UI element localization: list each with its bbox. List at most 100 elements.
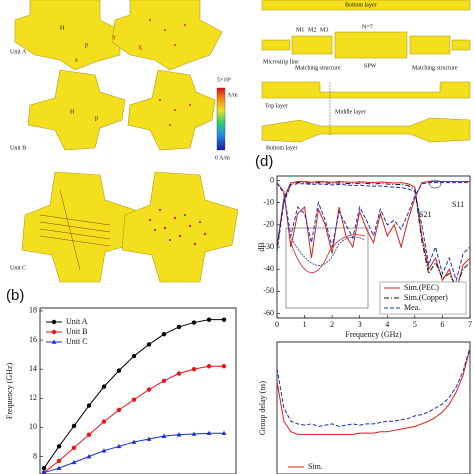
- marker: [146, 387, 152, 392]
- series-line: [43, 365, 224, 473]
- marker: [206, 317, 212, 322]
- legend-marker: [51, 339, 57, 344]
- marker: [131, 353, 137, 359]
- plot-frame: [39, 307, 237, 474]
- marker: [191, 320, 197, 325]
- dim-label: H: [70, 109, 75, 115]
- annotation: S21: [419, 210, 431, 219]
- axis-label: X: [138, 45, 143, 51]
- structure-label: SPW: [364, 63, 377, 69]
- legend-marker: [51, 329, 57, 335]
- series-line: [277, 182, 470, 289]
- marker: [56, 465, 62, 470]
- series-line: [277, 181, 470, 294]
- colorbar-min: 0 A/m: [215, 155, 230, 161]
- marker: [221, 430, 227, 436]
- marker: [71, 445, 77, 450]
- structure-label: M3: [320, 27, 328, 33]
- series-line: [43, 432, 224, 474]
- y-tick-label: 16: [29, 335, 37, 344]
- x-tick-label: 5: [413, 320, 417, 329]
- x-tick-label: 3: [358, 320, 362, 329]
- marker: [101, 448, 107, 453]
- x-tick-label: 1: [303, 320, 307, 329]
- structure-label: Bottom layer: [345, 2, 377, 8]
- y-tick-label: -10: [263, 197, 274, 206]
- structure-label: Top layer: [265, 103, 288, 109]
- inset-curve: [289, 235, 366, 266]
- dim-label: p: [95, 115, 98, 121]
- x-tick-label: 7: [468, 320, 472, 329]
- legend-label: Unit B: [66, 327, 88, 336]
- marker: [191, 366, 197, 372]
- structure-label: Microstrip line: [263, 59, 299, 65]
- series-line: [277, 182, 470, 248]
- marker: [41, 470, 47, 474]
- marker: [176, 432, 182, 437]
- colorbar: [216, 87, 226, 151]
- marker: [131, 439, 137, 444]
- marker: [161, 378, 167, 384]
- marker: [191, 431, 197, 436]
- plot-frame: [276, 341, 471, 474]
- y-tick-label: -40: [263, 264, 274, 273]
- annotation: S11: [452, 200, 464, 209]
- x-axis-label: Frequency (GHz): [345, 330, 402, 339]
- structure-label: Bottom layer: [266, 145, 298, 151]
- annotation-ring: [428, 179, 442, 189]
- marker: [71, 459, 77, 465]
- marker: [101, 384, 107, 389]
- y-tick-label: -20: [263, 220, 274, 229]
- x-tick-label: 4: [385, 320, 389, 329]
- unit-label: Unit C: [10, 265, 26, 271]
- structure-label: Matching structure: [295, 65, 341, 71]
- series-line: [277, 183, 470, 283]
- marker: [116, 443, 122, 449]
- marker: [86, 403, 92, 408]
- marker: [116, 368, 122, 373]
- panel-label: (b): [6, 287, 24, 304]
- inset-curve: [289, 234, 366, 273]
- y-axis-label: dB: [257, 242, 266, 251]
- marker: [221, 364, 227, 369]
- series-line: [277, 347, 470, 427]
- structure: [261, 0, 471, 143]
- y-tick-label: -30: [263, 242, 274, 251]
- colorbar-max: 5×10⁶: [217, 77, 231, 83]
- legend-label: Mea.: [404, 303, 420, 312]
- x-tick-label: 2: [330, 320, 334, 329]
- colorbar-unit: A/m: [227, 92, 238, 98]
- legend-marker: [51, 319, 57, 325]
- y-tick-label: 10: [29, 422, 37, 431]
- dim-label: a: [75, 57, 78, 63]
- marker: [146, 436, 152, 441]
- y-tick-label: 18: [29, 306, 37, 315]
- y-tick-label: -50: [263, 286, 274, 295]
- x-tick-label: 6: [440, 320, 444, 329]
- marker: [161, 332, 167, 337]
- legend-label: Sim.: [308, 462, 323, 471]
- legend-label: Unit A: [66, 317, 88, 326]
- unit-label: Unit B: [10, 145, 26, 151]
- marker: [206, 364, 212, 369]
- inset: [285, 227, 369, 309]
- series-line: [277, 348, 470, 435]
- unit-cells: [14, 0, 239, 283]
- plot: [277, 347, 470, 435]
- y-tick-label: 12: [29, 393, 37, 402]
- marker: [161, 433, 167, 438]
- panel-label: (d): [255, 153, 273, 170]
- series-line: [277, 181, 470, 259]
- marker: [56, 444, 62, 449]
- marker: [86, 454, 92, 459]
- plot: [41, 317, 227, 474]
- y-tick-label: 14: [29, 364, 37, 373]
- marker: [86, 432, 92, 437]
- x-tick-label: 0: [275, 320, 279, 329]
- marker: [176, 371, 182, 376]
- marker: [176, 324, 182, 330]
- marker: [71, 423, 77, 429]
- structure-label: M1: [296, 27, 304, 33]
